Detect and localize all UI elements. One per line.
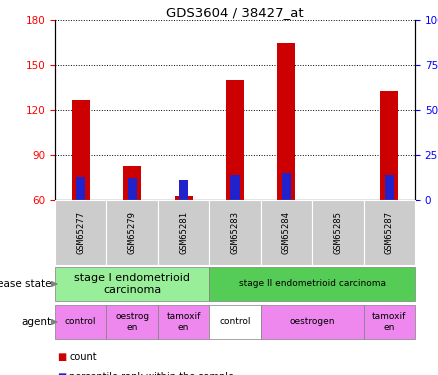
Text: ■: ■ [57,352,66,362]
Bar [76,177,85,200]
Bar [226,80,244,200]
Text: control: control [219,318,251,327]
Text: stage II endometrioid carcinoma: stage II endometrioid carcinoma [239,279,385,288]
Text: count: count [69,352,97,362]
Text: tamoxif
en: tamoxif en [166,312,201,332]
Bar [385,175,394,200]
Bar [364,200,415,265]
Bar [123,165,141,200]
Bar [175,195,193,200]
Text: GSM65287: GSM65287 [385,211,394,254]
Bar [55,305,106,339]
Bar [72,99,90,200]
Bar [106,305,158,339]
Bar [277,42,295,200]
Bar [261,200,312,265]
Bar [179,180,188,200]
Text: percentile rank within the sample: percentile rank within the sample [69,372,234,375]
Bar [209,305,261,339]
Text: GSM65277: GSM65277 [76,211,85,254]
Bar [158,305,209,339]
Bar [312,200,364,265]
Text: GSM65279: GSM65279 [127,211,137,254]
Text: control: control [65,318,96,327]
Bar [261,305,364,339]
Text: tamoxif
en: tamoxif en [372,312,406,332]
Text: GSM65281: GSM65281 [179,211,188,254]
Text: GSM65284: GSM65284 [282,211,291,254]
Bar [127,178,137,200]
Bar [209,267,415,301]
Text: disease state: disease state [0,279,52,289]
Bar [55,200,106,265]
Bar [55,267,209,301]
Title: GDS3604 / 38427_at: GDS3604 / 38427_at [166,6,304,19]
Text: GSM65283: GSM65283 [230,211,240,254]
Bar [380,90,398,200]
Text: ■: ■ [57,372,66,375]
Bar [282,173,291,200]
Bar [364,305,415,339]
Bar [230,175,240,200]
Bar [158,200,209,265]
Bar [106,200,158,265]
Text: agent: agent [22,317,52,327]
Text: GSM65285: GSM65285 [333,211,343,254]
Bar [209,200,261,265]
Text: oestrogen: oestrogen [290,318,335,327]
Text: oestrog
en: oestrog en [115,312,149,332]
Text: stage I endometrioid
carcinoma: stage I endometrioid carcinoma [74,273,190,295]
